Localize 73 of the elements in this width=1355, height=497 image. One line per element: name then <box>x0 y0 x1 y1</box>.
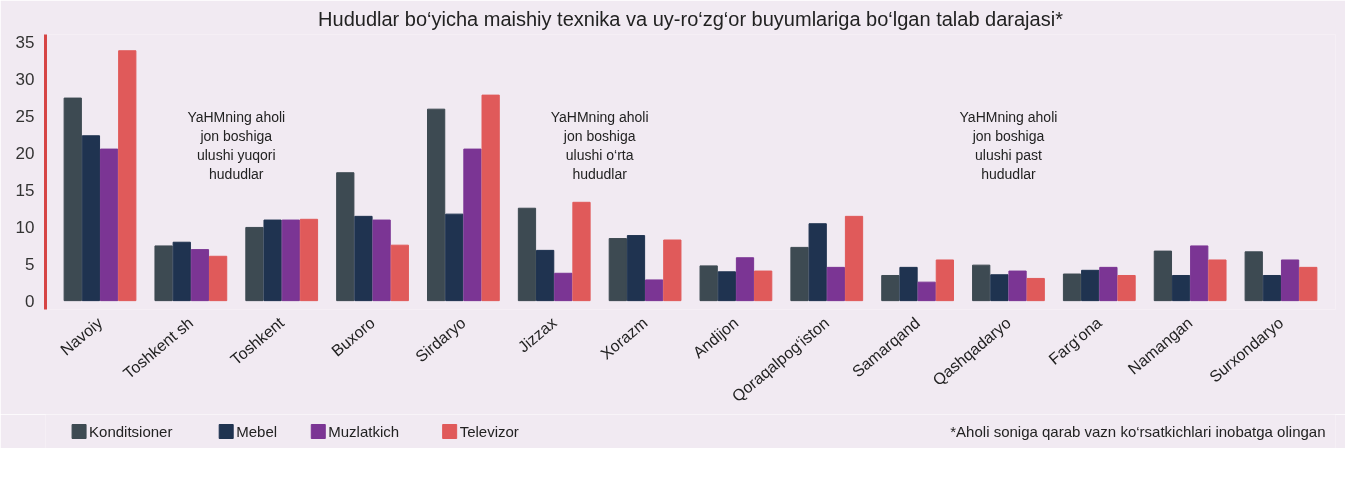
text: *Aholi soniga qarab vazn ko‘rsatkichlari inobatga olingan <box>950 423 1326 440</box>
bar <box>190 249 210 302</box>
y-tick-label: 15 <box>15 180 35 200</box>
bar <box>154 245 173 302</box>
bar <box>572 201 591 302</box>
bar <box>245 226 264 302</box>
bar <box>1153 250 1173 302</box>
bar <box>554 272 573 302</box>
bar <box>118 50 137 302</box>
y-tick-label: 25 <box>15 106 35 126</box>
bar <box>354 215 373 302</box>
bar <box>63 97 82 302</box>
legend-label: Konditsioner <box>89 423 173 440</box>
bar <box>299 218 319 302</box>
bar <box>826 266 845 302</box>
bar <box>790 246 809 302</box>
bar <box>281 219 300 302</box>
bar <box>972 264 991 302</box>
legend-label: Muzlatkich <box>328 423 400 440</box>
legend-label: Televizor <box>459 423 519 440</box>
bar <box>917 281 936 302</box>
bar <box>808 223 827 302</box>
bar <box>844 215 864 302</box>
legend-label: Mebel <box>236 423 278 440</box>
annotation: YaHMning aholi jon boshiga ulushi past hududlar <box>959 108 1058 183</box>
y-tick-label: 10 <box>15 217 35 237</box>
bar <box>517 207 537 302</box>
chart-title: Hududlar bo‘yicha maishiy texnika va uy-ro‘zg‘or buyumlariga bo‘lgan talab darajasi* <box>318 7 1064 30</box>
bar <box>481 94 500 302</box>
y-tick-label: 20 <box>15 143 35 163</box>
bar <box>645 279 664 302</box>
bar <box>699 265 718 302</box>
bar <box>1099 266 1118 302</box>
bar <box>754 270 773 302</box>
bar <box>208 255 228 302</box>
bar <box>1081 269 1100 302</box>
bar <box>99 148 119 302</box>
y-tick-label: 30 <box>15 69 35 89</box>
bar <box>1299 266 1318 302</box>
bar <box>1244 251 1263 302</box>
y-tick-label: 35 <box>15 32 35 52</box>
bar <box>1008 270 1027 302</box>
bar <box>1062 273 1082 302</box>
bar <box>990 274 1009 302</box>
bar <box>1117 274 1136 302</box>
bar <box>1190 245 1209 302</box>
bar <box>445 213 464 302</box>
bar <box>1208 259 1227 302</box>
bar <box>1026 277 1045 302</box>
bar <box>626 235 646 302</box>
bar <box>390 244 409 302</box>
y-tick-label: 0 <box>25 291 35 311</box>
bar <box>717 271 736 302</box>
bar <box>263 219 282 302</box>
bar <box>427 108 446 302</box>
bar <box>735 257 755 302</box>
bar <box>372 219 391 302</box>
bar <box>881 274 900 302</box>
bar <box>336 172 355 302</box>
bar <box>608 238 627 302</box>
bar <box>463 148 482 302</box>
bar <box>899 266 918 302</box>
bar <box>1262 274 1282 302</box>
bar <box>536 249 555 302</box>
bar <box>935 259 954 302</box>
bar <box>81 135 101 302</box>
annotation: YaHMning aholi jon boshiga ulushi yuqori hududlar <box>187 108 286 183</box>
bar <box>1280 259 1300 302</box>
bar <box>1171 274 1191 302</box>
y-tick-label: 5 <box>25 254 35 274</box>
annotation: YaHMning aholi jon boshiga ulushi o‘rta hududlar <box>550 108 649 183</box>
bar <box>663 239 682 302</box>
bar <box>172 241 191 302</box>
